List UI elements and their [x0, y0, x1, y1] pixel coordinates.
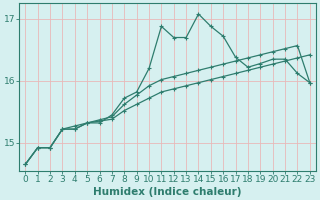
X-axis label: Humidex (Indice chaleur): Humidex (Indice chaleur)	[93, 187, 242, 197]
